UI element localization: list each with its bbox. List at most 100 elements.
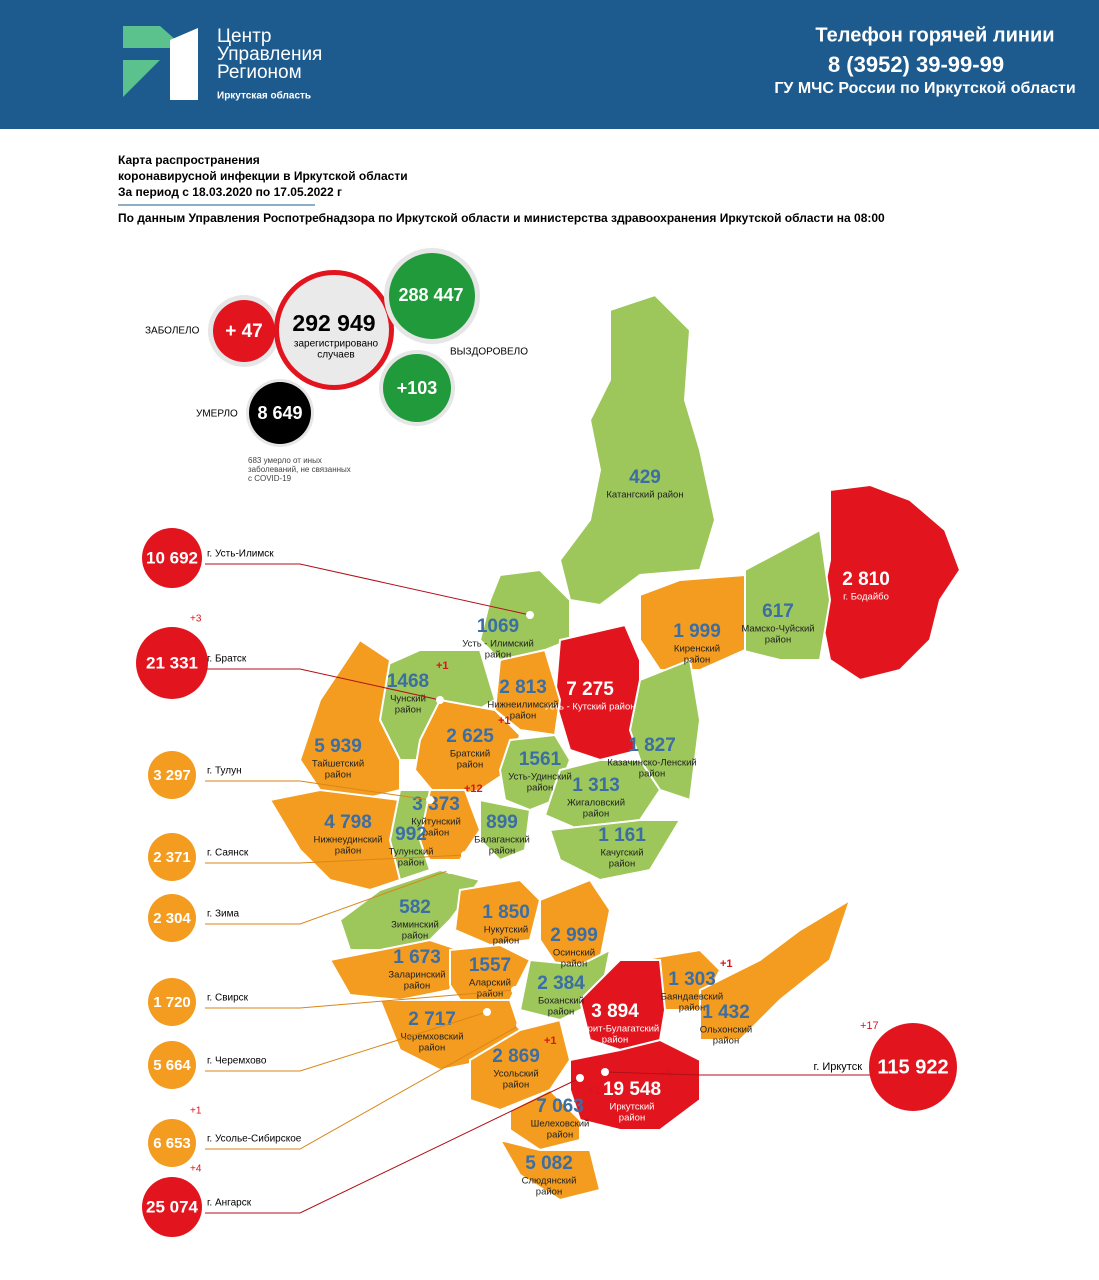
city-circle (148, 1041, 196, 1089)
stat-caption: случаев (317, 350, 354, 361)
logo-text: Управления (217, 44, 322, 65)
stat-value: + 47 (225, 321, 263, 342)
district-value: 19 548 (603, 1079, 661, 1100)
district-name: Усть-Удинский (508, 772, 572, 783)
leader-line (205, 563, 531, 616)
title: коронавирусной инфекции в Иркутской обла… (118, 169, 408, 183)
district-value: 3 894 (591, 1001, 639, 1022)
city-dot (446, 866, 454, 874)
district-name: район (485, 650, 511, 661)
district-name: Балаганский (474, 835, 530, 846)
district-name: район (325, 770, 351, 781)
district-name: Катангский район (606, 490, 683, 501)
stat-label: УМЕРЛО (196, 409, 238, 420)
district-name: Эхирит-Булагатский (571, 1024, 659, 1035)
district-value: 2 869 (492, 1046, 540, 1067)
city-value: 1 720 (153, 994, 191, 1011)
district-name: Мамско-Чуйский (741, 624, 814, 635)
city-circle (148, 894, 196, 942)
district-name: район (335, 846, 361, 857)
city-name: г. Черемхово (207, 1056, 267, 1067)
note: заболеваний, не связанных (248, 465, 351, 474)
city-circle (869, 1023, 957, 1111)
logo-mark (170, 28, 198, 100)
district-name: район (713, 1036, 739, 1047)
district-name: Аларский (469, 978, 511, 989)
district-name: Слюдянский (522, 1176, 577, 1187)
city-dot (483, 1008, 491, 1016)
district-name: район (477, 989, 503, 1000)
district-value: 899 (486, 812, 518, 833)
leader-line (205, 668, 441, 701)
district-value: 1561 (519, 749, 562, 770)
city-name: г. Усть-Илимск (207, 549, 274, 560)
district (699, 897, 852, 1041)
district-name: Нижнеудинский (314, 835, 383, 846)
district (578, 959, 667, 1052)
stat-value: +103 (397, 378, 438, 398)
district-name: район (395, 705, 421, 716)
district-name: Нукутский (484, 925, 528, 936)
district-name: район (419, 1043, 445, 1054)
city-value: 115 922 (877, 1056, 948, 1078)
district-name: район (404, 981, 430, 992)
district-name: район (679, 1003, 705, 1014)
city-name: г. Иркутск (814, 1061, 863, 1073)
district-name: район (548, 1007, 574, 1018)
district (628, 658, 702, 802)
district-value: 1 673 (393, 947, 441, 968)
district-name: Шелеховский (531, 1119, 590, 1130)
district-value: 1 161 (598, 825, 646, 846)
city-circle (148, 833, 196, 881)
city-delta: +17 (860, 1020, 879, 1032)
district-name: район (402, 931, 428, 942)
map (268, 293, 962, 1202)
district-name: Зиминский (391, 920, 439, 931)
district-name: Тайшетский (312, 759, 364, 770)
district-name: Боханский (538, 996, 584, 1007)
city-value: 25 074 (146, 1197, 199, 1216)
district-name: Ольхонский (700, 1025, 752, 1036)
district-value: 2 384 (537, 973, 585, 994)
city-delta: +1 (190, 1106, 202, 1117)
district-value: 1 827 (628, 735, 676, 756)
hotline: Телефон горячей линии (815, 24, 1054, 46)
city-circle (136, 627, 208, 699)
district-name: район (765, 635, 791, 646)
district-name: Заларинский (388, 970, 445, 981)
leader-line (205, 780, 431, 801)
district-value: 2 813 (499, 677, 547, 698)
stat-value: 288 447 (398, 285, 463, 305)
district (818, 483, 962, 682)
district-name: район (619, 1113, 645, 1124)
district-value: 617 (762, 601, 794, 622)
district-value: 1 999 (673, 621, 721, 642)
city-name: г. Ангарск (207, 1198, 252, 1209)
district-value: 5 082 (525, 1153, 573, 1174)
district-delta: +1 (498, 715, 511, 727)
district-name: Усольский (493, 1069, 538, 1080)
district-name: Иркутский (610, 1102, 655, 1113)
district-name: Черемховский (400, 1032, 463, 1043)
leader-line (205, 869, 451, 925)
district-value: 1 432 (702, 1002, 750, 1023)
district-name: Баяндаевский (661, 992, 723, 1003)
district-value: 1468 (387, 671, 429, 692)
stat-circle (383, 354, 451, 422)
district (298, 638, 401, 802)
city-dot (601, 1068, 609, 1076)
district-value: 3 373 (412, 794, 460, 815)
stat-label: ЗАБОЛЕЛО (145, 326, 200, 337)
labels: 429 Катангский район 2 810 г. Бодайбо 617 Мам… (136, 467, 957, 1237)
district-name: район (684, 655, 710, 666)
city-dot (526, 611, 534, 619)
district-name: район (423, 828, 449, 839)
district-name: район (457, 760, 483, 771)
city-circle (142, 1177, 202, 1237)
org: ГУ МЧС России по Иркутской области (774, 80, 1075, 97)
district-name: район (510, 711, 536, 722)
district-value: 2 810 (842, 569, 890, 590)
district-name: район (536, 1187, 562, 1198)
district-name: район (489, 846, 515, 857)
